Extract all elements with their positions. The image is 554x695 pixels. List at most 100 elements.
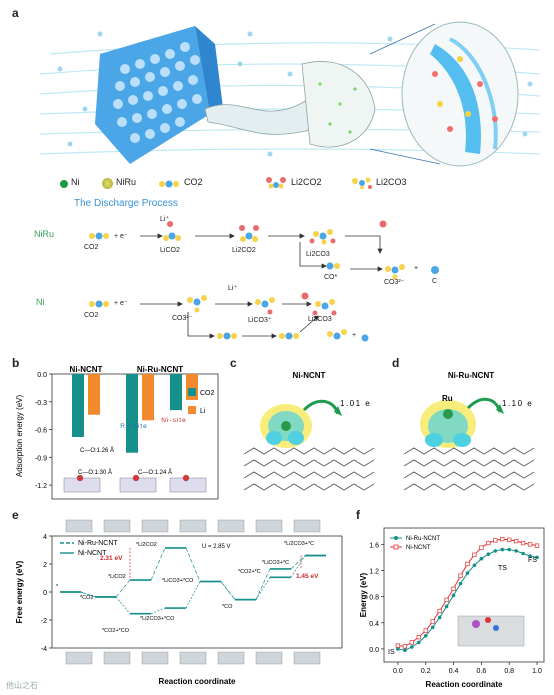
f-point-0-8 — [451, 593, 456, 598]
f-point-0-19 — [528, 554, 532, 558]
f-point-0-20 — [535, 555, 539, 560]
ni-plus-e: + e⁻ — [114, 300, 128, 307]
b-bar-2-li — [186, 374, 198, 400]
b-bond-label-1: C—O:1.26 Å — [80, 447, 114, 454]
f-legend: Ni-Ru-NCNT Ni-NCNT — [390, 536, 440, 551]
f-ylabel: Energy (eV) — [359, 572, 368, 617]
f-point-0-12 — [479, 556, 484, 561]
legend-niru: NiRu — [116, 177, 137, 187]
f-point-1-16 — [507, 537, 512, 542]
c-transfer-arrow — [302, 399, 340, 415]
e-ytick-label-3: 2 — [43, 562, 47, 569]
ni-arrows — [140, 301, 319, 339]
e-connector-0-7 — [290, 555, 306, 570]
e-state-7: *CO — [222, 604, 233, 610]
ni-co3-label: CO3²⁻ — [172, 315, 193, 322]
f-point-0-17 — [514, 549, 518, 553]
c-charge-cloud — [260, 404, 312, 448]
b-structure-thumbnails — [63, 474, 207, 493]
niru-lico2-label: LiCO2 — [160, 247, 180, 254]
niru-plus-e: + e⁻ — [114, 233, 128, 240]
f-xtick-label-0: 0.0 — [393, 668, 403, 675]
f-xtick-label-2: 0.4 — [449, 668, 459, 675]
niru-label: NiRu — [34, 229, 55, 239]
f-ytick-label-4: 1.6 — [369, 542, 379, 549]
f-point-0-4 — [423, 634, 428, 638]
zoom-view-icon — [369, 21, 519, 167]
ni-label: Ni — [36, 297, 45, 307]
f-point-0-1 — [403, 648, 407, 653]
f-xlabel: Reaction coordinate — [426, 680, 503, 689]
ni-co3-molecule — [187, 295, 207, 313]
e-legend-ni: Ni-NCNT — [78, 550, 107, 557]
e-state-2: *LiCO2 — [108, 574, 126, 580]
panel-e-chart: Free energy (eV) Reaction coordinate -4-… — [15, 519, 343, 686]
e-legend-niru: Ni-Ru-NCNT — [78, 540, 118, 547]
f-point-0-16 — [507, 547, 512, 552]
e-connector-1-7 — [290, 555, 306, 578]
b-ytick-label-3: -0.9 — [35, 455, 47, 462]
f-point-1-18 — [520, 540, 526, 546]
f-ytick-label-0: 0.0 — [369, 647, 379, 654]
b-ni-site-label: Ni-site — [161, 417, 186, 424]
b-legend-li: Li — [200, 408, 206, 415]
d-graphene-lattice — [403, 447, 535, 491]
f-inset-structure — [457, 615, 525, 647]
e-state-8: *CO2+*C — [238, 569, 261, 575]
e-y-ticks: -4 -2 0 2 4 — [41, 534, 52, 653]
ni-li2co3-molecule — [312, 299, 337, 316]
e-connector-1-1 — [80, 591, 96, 598]
f-point-1-5 — [430, 619, 435, 624]
f-point-1-9 — [458, 573, 463, 578]
e-state-9: *LiCO3+*C — [262, 560, 289, 566]
e-state-3: *Li2CO2 — [136, 542, 157, 548]
niru-co2-molecule — [89, 232, 109, 240]
f-point-0-14 — [493, 549, 498, 553]
panel-b-letter: b — [12, 356, 20, 370]
niru-lico2-molecule — [163, 221, 181, 241]
ni-lico3-label: LiCO3⁺ — [248, 317, 272, 324]
f-point-1-1 — [402, 644, 408, 649]
e-barrier-2: 1.45 eV — [296, 573, 319, 580]
niru-co3-molecule — [385, 264, 405, 280]
e-state-10: *Li2CO3+*C — [284, 541, 314, 547]
b-ru-site-label: Ru-site — [120, 423, 148, 430]
b-legend-co2: CO2 — [200, 390, 215, 397]
e-connector-1-4 — [185, 581, 201, 609]
niru-co2-label: CO2 — [84, 244, 99, 251]
ni-lico3-molecule — [255, 297, 275, 315]
f-point-0-10 — [465, 571, 470, 575]
e-ytick-label-4: 4 — [43, 534, 47, 541]
ni-li2co3-label: Li2CO3 — [308, 316, 332, 323]
niru-li-ion — [379, 220, 387, 228]
b-y-ticks: 0.0 -0.3 -0.6 -0.9 -1.2 — [35, 372, 52, 490]
f-point-0-9 — [458, 581, 463, 586]
b-bond-label-3: C—O:1.24 Å — [138, 469, 172, 476]
f-point-0-11 — [472, 563, 477, 568]
e-state-labels: * *CO2 *LiCO2 *Li2CO2 *CO2+*CO *Li2CO3+*… — [56, 541, 314, 634]
panel-c-charge-density: Ni-NCNT 1.01 e — [243, 371, 375, 491]
b-ytick-label-1: -0.3 — [35, 400, 47, 407]
f-point-1-15 — [500, 536, 505, 542]
niru-carbon-atom — [431, 266, 439, 274]
f-point-1-3 — [416, 635, 421, 640]
e-connector-1-5 — [220, 581, 236, 600]
e-connector-0-4 — [185, 547, 201, 582]
green-sphere-icon — [60, 180, 68, 188]
e-state-6: *LiCO3+*CO — [162, 578, 194, 584]
niru-li-plus: Li⁺ — [160, 216, 170, 223]
e-legend: Ni-Ru-NCNT Ni-NCNT — [60, 540, 118, 557]
f-ticks: 0.0 0.4 0.8 1.2 1.6 0.0 0.2 0.4 0.6 0.8 1.0 — [369, 542, 542, 675]
panel-a-letter: a — [12, 6, 19, 20]
f-point-1-2 — [409, 640, 414, 645]
niru-li2co2-molecule — [239, 225, 259, 242]
f-point-0-18 — [521, 551, 525, 556]
e-ytick-label-2: 0 — [43, 590, 47, 597]
f-point-1-7 — [444, 597, 449, 603]
b-ylabel: Adsorption energy (eV) — [15, 395, 24, 478]
watermark: 他山之石 — [6, 681, 38, 690]
f-point-1-4 — [423, 628, 428, 633]
e-connector-0-3 — [150, 547, 166, 581]
f-is-label: IS — [388, 649, 395, 656]
f-plot-frame — [383, 527, 545, 663]
